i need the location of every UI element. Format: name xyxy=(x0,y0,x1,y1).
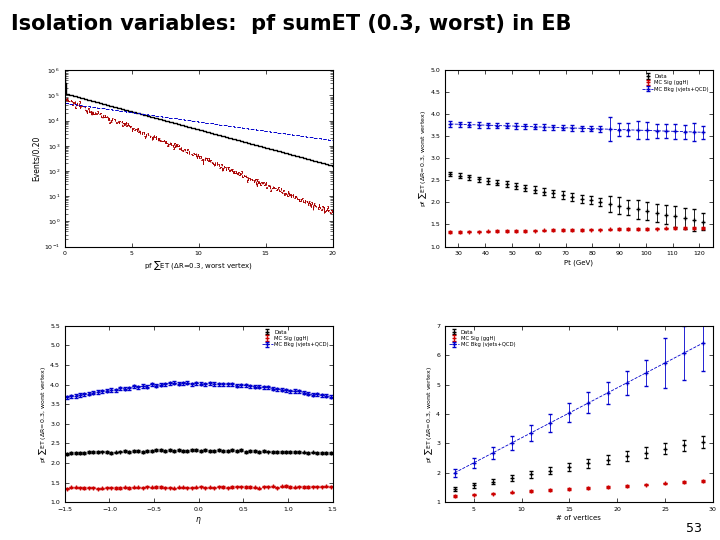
Legend: Data, MC Sig (ggH), MC Bkg (vjets+QCD): Data, MC Sig (ggH), MC Bkg (vjets+QCD) xyxy=(642,73,710,92)
X-axis label: $\eta$: $\eta$ xyxy=(195,515,202,526)
X-axis label: pf $\sum$ET ($\Delta$R=0.3, worst vertex): pf $\sum$ET ($\Delta$R=0.3, worst vertex… xyxy=(144,259,253,272)
Legend: Data, MC Sig (ggH), MC Bkg (vjets+QCD): Data, MC Sig (ggH), MC Bkg (vjets+QCD) xyxy=(261,328,330,348)
Y-axis label: Events/0.20: Events/0.20 xyxy=(32,136,41,181)
Legend: Data, MC Sig (ggH), MC Bkg (vjets+QCD): Data, MC Sig (ggH), MC Bkg (vjets+QCD) xyxy=(448,328,516,348)
X-axis label: # of vertices: # of vertices xyxy=(557,515,601,521)
Y-axis label: pf $\sum$ET ($\Delta$R=0.3, worst vertex): pf $\sum$ET ($\Delta$R=0.3, worst vertex… xyxy=(418,110,429,207)
Y-axis label: pf $\sum$ET ($\Delta$R=0.3, worst vertex): pf $\sum$ET ($\Delta$R=0.3, worst vertex… xyxy=(37,366,49,463)
Y-axis label: pf $\sum$ET ($\Delta$R=0.3, worst vertex): pf $\sum$ET ($\Delta$R=0.3, worst vertex… xyxy=(423,366,435,463)
X-axis label: Pt (GeV): Pt (GeV) xyxy=(564,259,593,266)
Text: Isolation variables:  pf sumET (0.3, worst) in EB: Isolation variables: pf sumET (0.3, wors… xyxy=(11,14,571,33)
Text: 53: 53 xyxy=(686,522,702,535)
